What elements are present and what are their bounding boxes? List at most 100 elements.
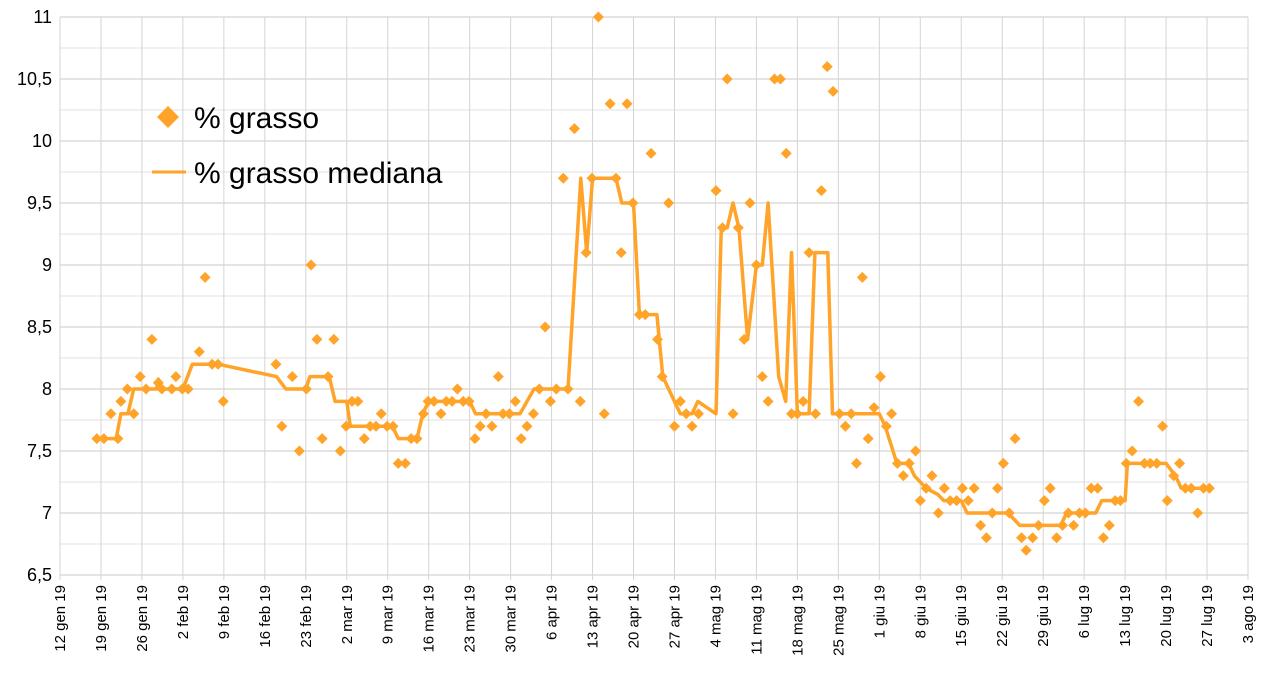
x-tick-label: 11 mag 19 (748, 585, 765, 655)
data-point (791, 408, 803, 420)
x-tick-label: 18 mag 19 (789, 585, 806, 656)
data-point (615, 247, 627, 259)
data-point (610, 172, 622, 184)
data-point (352, 395, 364, 407)
data-point (1068, 519, 1080, 531)
grid (59, 16, 1249, 580)
data-point (744, 197, 756, 209)
data-point (469, 433, 481, 445)
y-tick-label: 7,5 (27, 441, 52, 461)
data-point (1120, 457, 1132, 469)
median-line (96, 176, 1210, 528)
data-point (926, 470, 938, 482)
x-tick-label: 20 apr 19 (626, 585, 643, 648)
data-point (170, 371, 182, 383)
x-tick-label: 27 apr 19 (666, 585, 683, 648)
data-point (803, 247, 815, 259)
data-point (992, 482, 1004, 494)
data-point (1185, 482, 1197, 494)
data-point (1092, 482, 1104, 494)
data-point (550, 383, 562, 395)
data-point (1138, 457, 1150, 469)
data-point (405, 433, 417, 445)
data-point (986, 507, 998, 519)
data-point (1003, 507, 1015, 519)
x-tick-label: 29 giu 19 (1035, 585, 1052, 647)
data-point (1097, 532, 1109, 544)
data-point (1151, 457, 1163, 469)
data-point (880, 420, 892, 432)
x-tick-label: 8 giu 19 (912, 585, 929, 638)
data-point (206, 358, 218, 370)
data-point (480, 408, 492, 420)
data-point (364, 420, 376, 432)
data-point (270, 358, 282, 370)
data-point (105, 408, 117, 420)
data-point (316, 433, 328, 445)
data-point (1079, 507, 1091, 519)
y-tick-label: 11 (33, 7, 52, 27)
x-tick-label: 2 feb 19 (175, 585, 192, 639)
data-point (381, 420, 393, 432)
x-tick-label: 6 lug 19 (1076, 585, 1093, 638)
data-point (932, 507, 944, 519)
data-point (692, 408, 704, 420)
data-point (392, 457, 404, 469)
y-tick-label: 10 (32, 131, 52, 151)
data-point (156, 383, 168, 395)
data-point (891, 457, 903, 469)
scatter-series (91, 11, 1215, 556)
data-point (652, 333, 664, 345)
data-point (492, 371, 504, 383)
y-axis-ticks: 6,5 7 7,5 8 8,5 9 9,5 10 10,5 11 (17, 7, 52, 585)
data-point (1192, 507, 1204, 519)
data-point (668, 420, 680, 432)
data-point (997, 457, 1009, 469)
data-point (387, 420, 399, 432)
data-point (140, 383, 152, 395)
data-point (370, 420, 382, 432)
data-point (399, 457, 411, 469)
data-point (1114, 495, 1126, 507)
data-point (451, 383, 463, 395)
data-point (1027, 532, 1039, 544)
data-point (839, 420, 851, 432)
x-tick-label: 15 giu 19 (953, 585, 970, 647)
x-tick-label: 22 giu 19 (994, 585, 1011, 647)
data-point (663, 197, 675, 209)
data-point (1203, 482, 1215, 494)
data-point (656, 371, 668, 383)
data-point (956, 482, 968, 494)
data-point (121, 383, 133, 395)
data-point (1056, 519, 1068, 531)
data-point (497, 408, 509, 420)
data-point (834, 408, 846, 420)
data-point (276, 420, 288, 432)
data-point (340, 420, 352, 432)
data-point (286, 371, 298, 383)
data-point (527, 408, 539, 420)
data-point (850, 457, 862, 469)
data-point (1032, 519, 1044, 531)
data-point (305, 259, 317, 271)
y-tick-label: 7 (42, 503, 52, 523)
data-point (428, 395, 440, 407)
y-tick-label: 8 (42, 379, 52, 399)
data-point (1144, 457, 1156, 469)
data-point (182, 383, 194, 395)
data-point (710, 185, 722, 197)
x-tick-label: 3 ago 19 (1240, 585, 1257, 643)
data-point (920, 482, 932, 494)
x-tick-label: 19 gen 19 (93, 585, 110, 652)
data-point (422, 395, 434, 407)
data-point (769, 73, 781, 85)
data-point (1020, 544, 1032, 556)
data-point (586, 172, 598, 184)
data-point (774, 73, 786, 85)
data-point (680, 408, 692, 420)
data-point (1038, 495, 1050, 507)
data-point (633, 309, 645, 321)
data-point (533, 383, 545, 395)
data-point (562, 383, 574, 395)
x-tick-label: 4 mag 19 (707, 585, 724, 648)
